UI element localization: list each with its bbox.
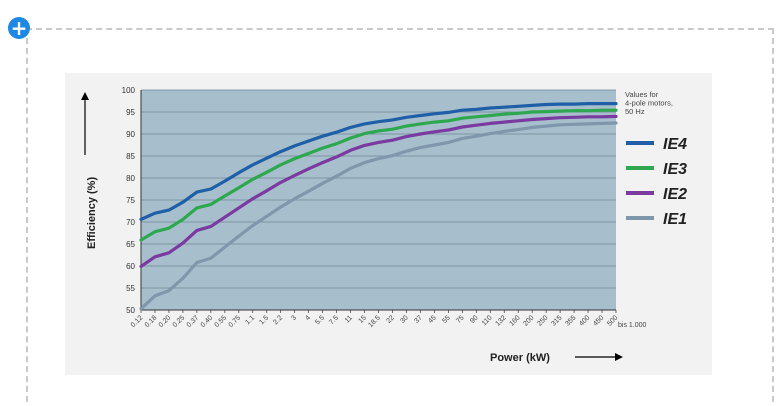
y-tick-label: 70 xyxy=(126,218,135,227)
x-tick-label: 30 xyxy=(399,314,410,325)
x-tick-label: 3 xyxy=(290,314,298,322)
series-line-ie2 xyxy=(139,114,618,268)
series-line-ie4 xyxy=(139,102,618,221)
chart-legend: IE4 IE3 IE2 IE1 xyxy=(626,136,687,228)
y-tick-label: 95 xyxy=(126,108,135,117)
y-tick-label: 75 xyxy=(126,196,135,205)
x-tick-label: 0.55 xyxy=(214,314,229,329)
x-tick-label: 1.1 xyxy=(244,314,256,326)
x-tick-label: 0.12 xyxy=(130,314,145,329)
y-tick-label: 85 xyxy=(126,152,135,161)
series-line-ie1 xyxy=(139,121,618,311)
y-tick-label: 100 xyxy=(122,86,136,95)
x-tick-label: 0.25 xyxy=(172,314,187,329)
x-tick-label: 11 xyxy=(344,314,354,324)
plus-circle-icon[interactable]: + xyxy=(8,17,30,39)
x-tick-label: 15 xyxy=(357,314,368,325)
x-axis-arrowhead xyxy=(615,353,623,361)
note-line: 4-pole motors, xyxy=(625,99,673,108)
y-tick-label: 90 xyxy=(126,130,135,139)
x-tick-label: 0.37 xyxy=(186,314,201,329)
x-tick-label: 160 xyxy=(508,314,521,327)
x-tick-label: 0.18 xyxy=(144,314,159,329)
x-tick-label: 37 xyxy=(413,314,424,325)
x-tick-label: 18.5 xyxy=(367,314,382,329)
y-axis-arrowhead xyxy=(81,92,89,100)
x-tick-label: 200 xyxy=(522,314,535,327)
x-tick-label: 75 xyxy=(455,314,466,325)
x-tick-label: 7.5 xyxy=(328,314,340,326)
legend-label-ie2: IE2 xyxy=(663,186,687,203)
x-tick-label: 315 xyxy=(550,314,563,327)
x-tick-label: 0.20 xyxy=(158,314,173,329)
dashed-frame xyxy=(26,28,774,402)
x-tick-label: 1.5 xyxy=(258,314,270,326)
x-extra-label: bis 1.000 xyxy=(618,322,647,329)
note-line: 50 Hz xyxy=(625,107,645,116)
x-tick-label: 5.5 xyxy=(314,314,326,326)
x-tick-label: 0.75 xyxy=(228,314,243,329)
legend-label-ie4: IE4 xyxy=(663,136,687,153)
efficiency-chart: 100 95 90 85 80 75 70 65 60 55 50 0.12 0.18 0.20 0.25… xyxy=(81,86,687,364)
legend-label-ie1: IE1 xyxy=(663,211,687,228)
y-tick-label: 65 xyxy=(126,240,135,249)
x-tick-label: 45 xyxy=(427,314,438,325)
x-tick-label: 22 xyxy=(385,314,396,325)
series-line-ie3 xyxy=(139,108,618,242)
y-tick-label: 80 xyxy=(126,174,135,183)
note-line: Values for xyxy=(625,90,659,99)
y-tick-label: 50 xyxy=(126,306,135,315)
x-tick-label: 4 xyxy=(304,314,312,322)
x-tick-label: 400 xyxy=(578,314,591,327)
x-tick-label: 55 xyxy=(441,314,452,325)
x-tick-label: 355 xyxy=(564,314,577,327)
y-axis-label: Efficiency (%) xyxy=(86,177,98,249)
x-tick-label: 110 xyxy=(481,314,494,327)
x-tick-label: 250 xyxy=(536,314,549,327)
x-tick-label: 90 xyxy=(469,314,480,325)
efficiency-chart-card: 100 95 90 85 80 75 70 65 60 55 50 0.12 0.18 0.20 0.25… xyxy=(65,73,712,375)
x-axis-label: Power (kW) xyxy=(490,352,550,364)
y-tick-label: 55 xyxy=(126,284,135,293)
x-tick-label: 0.40 xyxy=(200,314,215,329)
x-tick-label: 132 xyxy=(494,314,507,327)
x-tick-label: 450 xyxy=(592,314,605,327)
y-tick-label: 60 xyxy=(126,262,135,271)
x-tick-label: 2.2 xyxy=(272,314,284,326)
legend-label-ie3: IE3 xyxy=(663,161,687,178)
